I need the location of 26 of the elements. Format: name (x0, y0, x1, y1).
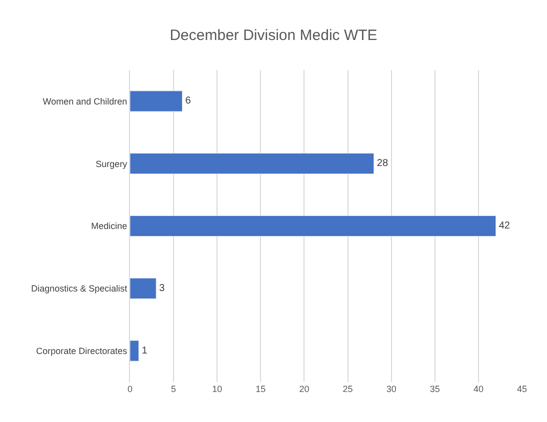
bar (130, 340, 139, 362)
y-tick-label: Diagnostics & Specialist (31, 284, 128, 294)
x-tick-label: 40 (473, 384, 484, 394)
x-tick-label: 0 (127, 384, 133, 394)
data-label: 6 (185, 96, 192, 107)
x-tick-label: 5 (171, 384, 176, 394)
x-tick-label: 30 (386, 384, 396, 394)
data-label: 3 (159, 282, 166, 294)
bar (130, 215, 496, 237)
y-tick-label: Medicine (91, 221, 128, 232)
x-tick-label: 10 (212, 384, 222, 394)
x-tick-label: 25 (342, 384, 353, 394)
x-tick-label: 20 (299, 384, 310, 394)
y-tick-label: Women and Children (42, 96, 128, 106)
data-label: 42 (498, 220, 510, 232)
bar (130, 153, 374, 174)
x-tick-label: 35 (430, 384, 440, 394)
data-label: 28 (376, 158, 388, 170)
bar (130, 278, 156, 299)
data-label: 1 (142, 345, 148, 356)
x-tick-label: 15 (256, 384, 266, 394)
y-tick-label: Surgery (96, 158, 128, 169)
bar (130, 90, 183, 112)
x-tick-label: 45 (516, 384, 528, 394)
y-tick-label: Corporate Directorates (36, 346, 128, 356)
chart-title: December Division Medic WTE (170, 27, 378, 44)
